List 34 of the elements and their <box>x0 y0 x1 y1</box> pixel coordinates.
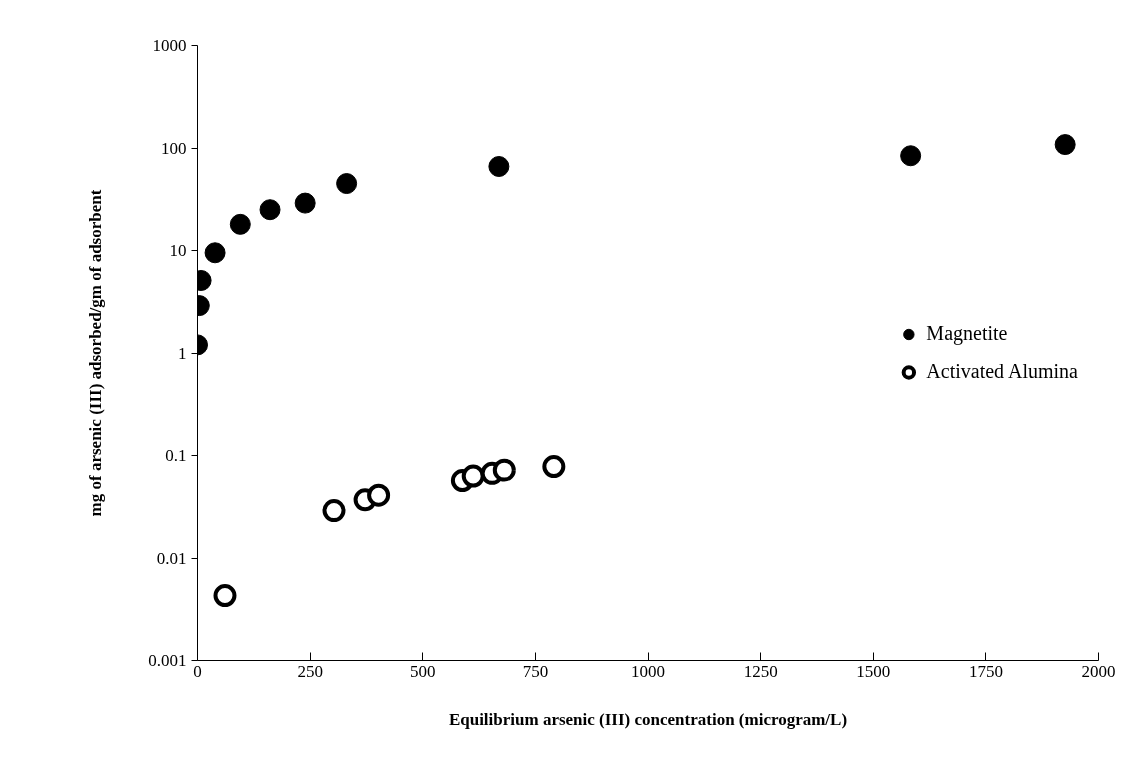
point <box>367 483 391 507</box>
point <box>492 458 516 482</box>
x-tick-label: 1250 <box>743 661 778 681</box>
x-tick-label: 250 <box>297 661 323 681</box>
legend-label: Magnetite <box>926 322 1008 345</box>
point <box>259 199 281 221</box>
x-tick-label: 1750 <box>968 661 1003 681</box>
x-tick-label: 1500 <box>856 661 891 681</box>
x-tick-label: 750 <box>522 661 549 681</box>
point <box>461 464 485 488</box>
y-tick-label: 1 <box>178 343 187 363</box>
y-tick-label: 10 <box>169 241 187 260</box>
y-tick-label: 0.1 <box>165 446 187 465</box>
point <box>900 145 922 167</box>
point <box>542 455 566 479</box>
point <box>204 242 226 264</box>
legend-label: Activated Alumina <box>926 360 1078 383</box>
x-tick-label: 1000 <box>631 661 665 681</box>
point <box>294 192 316 214</box>
point <box>322 499 346 523</box>
x-axis-title: Equilibrium arsenic (III) concentration (microgram/L) <box>448 709 848 729</box>
point <box>1054 134 1076 156</box>
y-tick-label: 100 <box>161 138 187 158</box>
point <box>213 584 237 608</box>
y-axis-title: mg of arsenic (III) adsorbed/gm of adsorbent <box>86 189 106 517</box>
point <box>488 156 510 177</box>
x-tick-label: 2000 <box>1081 661 1116 681</box>
point <box>336 173 358 195</box>
x-tick-label: 500 <box>410 661 436 681</box>
x-tick-label: 0 <box>193 661 202 681</box>
y-tick-label: 0.01 <box>156 548 187 568</box>
point <box>229 213 251 235</box>
y-tick-label: 0.001 <box>148 651 187 670</box>
y-tick-label: 1000 <box>152 36 187 55</box>
